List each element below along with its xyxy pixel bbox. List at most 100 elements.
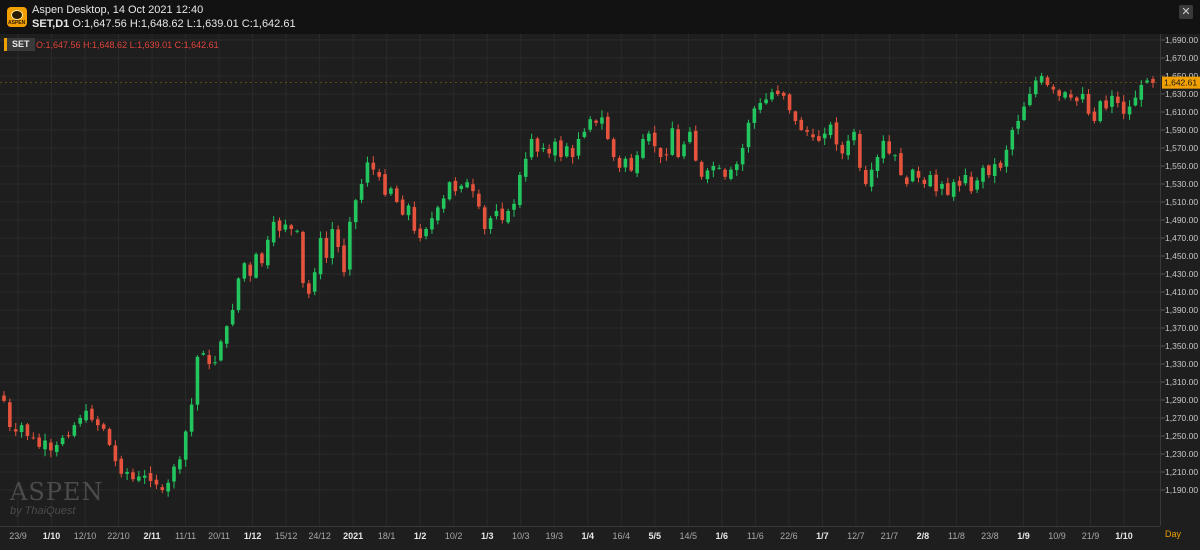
candle-body <box>336 229 340 247</box>
x-tick-label: 1/12 <box>244 531 262 541</box>
candle-body <box>312 272 317 292</box>
candle-body <box>600 117 604 124</box>
candle-body <box>307 283 311 294</box>
candle-body <box>547 148 551 154</box>
y-tick-label: 1,330.00 <box>1165 359 1198 369</box>
candle-body <box>137 476 141 481</box>
candle-body <box>1116 96 1120 103</box>
y-tick-label: 1,510.00 <box>1165 197 1198 207</box>
candle-body <box>987 165 991 175</box>
y-tick-label: 1,410.00 <box>1165 287 1198 297</box>
x-tick-label: 23/9 <box>9 531 27 541</box>
candle-body <box>266 239 270 266</box>
candle-body <box>828 124 833 136</box>
x-tick-label: 22/10 <box>107 531 130 541</box>
candle-body <box>623 158 628 168</box>
candle-body <box>248 264 253 276</box>
candle-body <box>711 166 716 171</box>
candle-body <box>1151 78 1155 83</box>
candle-body <box>101 424 106 429</box>
candle-body <box>131 472 135 480</box>
y-tick-label: 1,490.00 <box>1165 215 1198 225</box>
x-tick-label: 24/12 <box>308 531 331 541</box>
symbol-tag: SET <box>4 38 35 51</box>
candle-body <box>740 148 745 165</box>
candle-body <box>817 136 821 141</box>
candle-body <box>693 130 698 161</box>
instrument-name: SET,D1 <box>32 18 70 30</box>
candle-body <box>1022 106 1026 120</box>
candle-body <box>963 175 968 184</box>
x-tick-label: 22/6 <box>780 531 798 541</box>
candle-body <box>1110 95 1114 107</box>
candle-body <box>916 171 921 178</box>
candle-body <box>787 94 792 111</box>
candle-body <box>611 139 616 157</box>
time-axis[interactable]: 23/9 1/10 12/10 22/10 2/11 11/11 20/11 1/12 15/1… <box>0 526 1160 545</box>
candle-body <box>2 395 6 401</box>
candle-body <box>1045 77 1050 85</box>
candle-body <box>811 134 815 138</box>
header-ohlc: O:1,647.56 H:1,648.62 L:1,639.01 C:1,642… <box>72 18 296 30</box>
candle-body <box>1080 94 1085 100</box>
candle-body <box>436 207 440 221</box>
candle-body <box>699 161 704 177</box>
candle-body <box>1028 94 1032 106</box>
candle-body <box>295 230 299 232</box>
x-tick-label: 1/3 <box>481 531 494 541</box>
candle-body <box>189 404 194 432</box>
candle-body <box>31 437 36 439</box>
time-axis-labels: 23/9 1/10 12/10 22/10 2/11 11/11 20/11 1/12 15/1… <box>9 531 1133 541</box>
candle-body <box>242 263 247 279</box>
candle-body <box>588 119 593 130</box>
candle-body <box>1145 80 1149 83</box>
candle-body <box>506 211 510 223</box>
candle-body <box>494 211 499 217</box>
x-tick-label: 19/3 <box>545 531 563 541</box>
x-tick-label: 10/3 <box>512 531 530 541</box>
candle-body <box>1063 92 1067 98</box>
price-axis-labels: 1,690.00 1,670.00 1,650.00 1,630.00 1,610.00… <box>1161 35 1200 495</box>
candle-body <box>471 184 475 192</box>
candle-body <box>383 174 387 195</box>
x-tick-label: 2/8 <box>917 531 930 541</box>
candle-body <box>488 218 493 230</box>
candle-body <box>348 221 352 270</box>
candle-body <box>25 424 30 436</box>
y-tick-label: 1,690.00 <box>1165 35 1198 45</box>
candle-body <box>8 402 12 427</box>
candle-body <box>570 148 575 157</box>
candle-body <box>213 362 217 364</box>
candle-body <box>60 437 65 445</box>
candle-body <box>682 144 686 157</box>
y-tick-label: 1,570.00 <box>1165 143 1198 153</box>
candle-body <box>758 103 763 110</box>
candle-body <box>1069 94 1073 98</box>
x-tick-label: 10/2 <box>445 531 463 541</box>
candle-body <box>84 410 88 421</box>
candle-body <box>1057 90 1062 96</box>
candle-body <box>846 140 850 156</box>
candle-body <box>512 203 516 210</box>
candle-body <box>90 408 94 420</box>
candle-body <box>576 139 581 156</box>
close-button[interactable]: ✕ <box>1179 5 1193 19</box>
candle-body <box>529 139 534 158</box>
y-tick-label: 1,290.00 <box>1165 395 1198 405</box>
candle-body <box>459 185 464 190</box>
candle-body <box>1016 121 1020 129</box>
candle-body <box>1033 80 1038 95</box>
candle-body <box>998 162 1003 168</box>
candle-body <box>594 120 598 123</box>
candle-body <box>922 179 927 184</box>
candle-body <box>1139 85 1144 100</box>
legend-ohlc: O:1,647.56 H:1,648.62 L:1,639.01 C:1,642… <box>36 40 219 50</box>
candle-body <box>723 169 727 177</box>
candle-body <box>441 198 446 209</box>
candle-body <box>752 108 757 123</box>
candle-body <box>78 418 83 424</box>
candle-body <box>19 425 24 432</box>
chart-plot-area[interactable] <box>0 34 1160 526</box>
candle-body <box>183 431 188 460</box>
price-axis[interactable]: 1,690.00 1,670.00 1,650.00 1,630.00 1,610.00… <box>1160 34 1200 526</box>
